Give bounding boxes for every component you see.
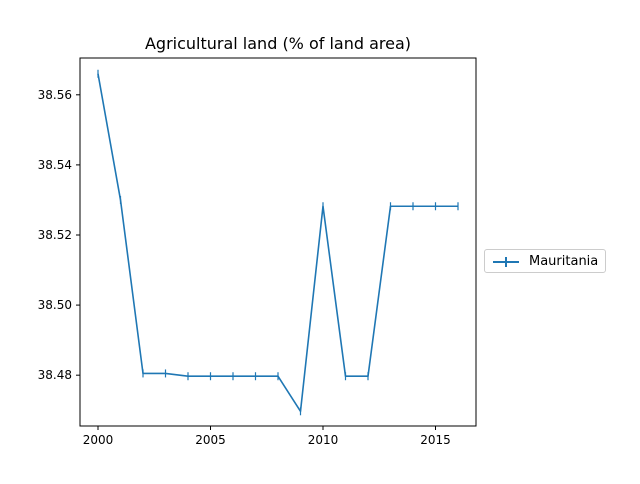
y-tick-label: 38.52 — [38, 228, 72, 242]
y-tick-label: 38.56 — [38, 88, 72, 102]
series-line-mauritania — [97, 73, 458, 413]
chart-title: Agricultural land (% of land area) — [145, 34, 411, 53]
y-axis: 38.48 38.50 38.52 38.54 38.56 — [38, 88, 80, 382]
x-tick-label: 2005 — [195, 433, 226, 447]
x-tick-label: 2000 — [83, 433, 114, 447]
x-tick-label: 2015 — [420, 433, 451, 447]
x-tick-label: 2010 — [308, 433, 339, 447]
y-tick-label: 38.48 — [38, 368, 72, 382]
legend-marker-swatch — [505, 257, 507, 267]
plot-frame — [79, 57, 477, 427]
series-layer — [97, 69, 459, 416]
y-tick-label: 38.54 — [38, 158, 72, 172]
x-axis: 2000 2005 2010 2015 — [83, 426, 451, 447]
y-tick-label: 38.50 — [38, 298, 72, 312]
legend: Mauritania — [484, 249, 606, 273]
legend-label-mauritania: Mauritania — [529, 254, 599, 269]
